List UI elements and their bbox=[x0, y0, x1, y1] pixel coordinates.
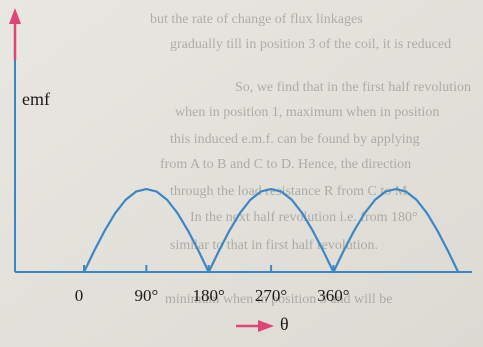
y-axis-label: emf bbox=[22, 89, 50, 109]
background-line: this induced e.m.f. can be found by appl… bbox=[170, 132, 420, 147]
x-tick-label: 270° bbox=[255, 286, 287, 305]
background-line: from A to B and C to D. Hence, the direc… bbox=[160, 157, 411, 172]
background-line: through the load resistance R from C to … bbox=[170, 184, 408, 199]
background-line: So, we find that in the first half revol… bbox=[235, 80, 471, 95]
x-tick-label: 90° bbox=[134, 286, 158, 305]
x-tick-label: 360° bbox=[317, 286, 349, 305]
background-line: minimum when in position 3 and will be bbox=[165, 292, 393, 307]
x-tick-label: 0 bbox=[75, 286, 84, 305]
background-line: gradually till in position 3 of the coil… bbox=[170, 37, 451, 52]
background-line: when in position 1, maximum when in posi… bbox=[175, 105, 439, 120]
y-arrow-head bbox=[9, 8, 21, 24]
background-line: but the rate of change of flux linkages bbox=[150, 12, 363, 27]
x-axis-label: θ bbox=[280, 314, 289, 334]
emf-curve bbox=[83, 188, 460, 274]
x-tick-label: 180° bbox=[193, 286, 225, 305]
plot: 0 90° 180° 270° 360° bbox=[9, 8, 472, 332]
background-line: similar to that in first half revolution… bbox=[170, 238, 378, 253]
x-arrow-head bbox=[258, 320, 274, 332]
background-text: but the rate of change of flux linkages g… bbox=[150, 12, 471, 307]
